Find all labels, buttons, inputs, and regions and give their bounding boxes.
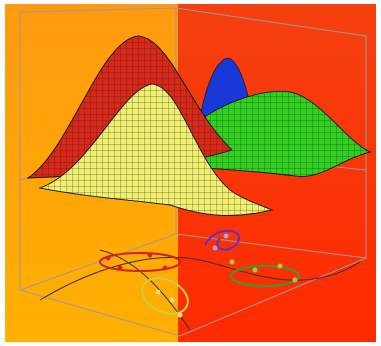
point xyxy=(178,313,183,318)
point xyxy=(278,264,283,269)
point xyxy=(118,266,123,271)
point xyxy=(148,253,153,258)
point xyxy=(293,278,298,283)
point xyxy=(106,256,111,261)
point xyxy=(224,234,229,239)
point xyxy=(163,266,168,271)
page: {} xyxy=(0,0,381,346)
point xyxy=(170,298,175,303)
point xyxy=(230,260,235,265)
surface-plot xyxy=(0,0,381,346)
point xyxy=(253,268,258,273)
point xyxy=(213,246,218,251)
point xyxy=(156,290,161,295)
